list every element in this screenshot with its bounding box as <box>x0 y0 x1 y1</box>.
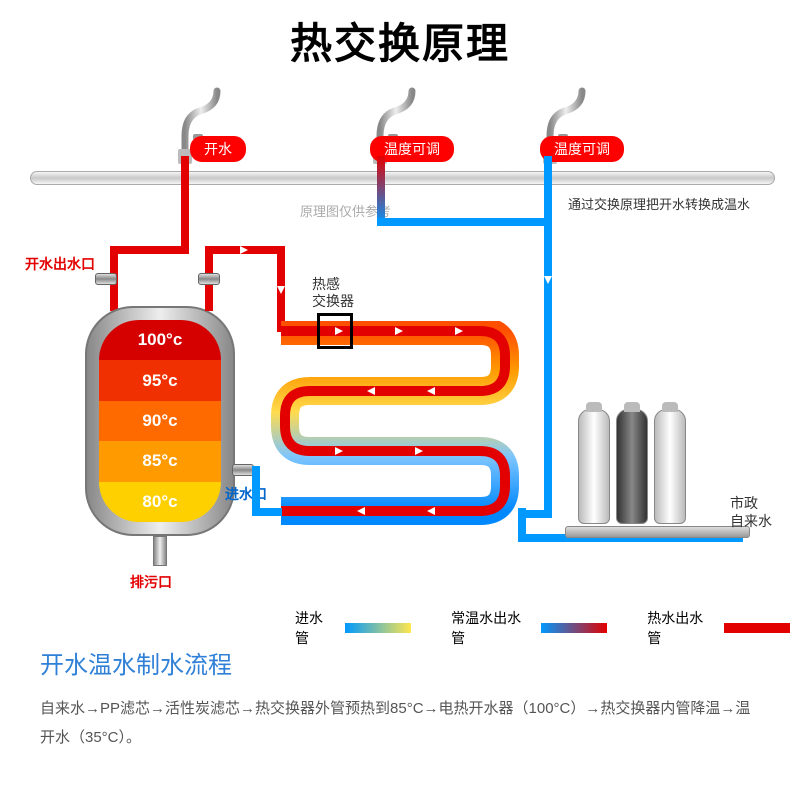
tank-outlet-nozzle <box>95 273 117 285</box>
process-text: 自来水→PP滤芯→活性炭滤芯→热交换器外管预热到85°C→电热开水器（100°C… <box>40 695 760 752</box>
filter-1 <box>578 409 610 524</box>
tank-top-nozzle <box>198 273 220 285</box>
legend: 进水管 常温水出水管 热水出水管 <box>295 608 790 648</box>
legend-label-1: 进水管 <box>295 608 335 648</box>
warm-pipe-v3 <box>544 218 552 518</box>
water-tank: 100°c95°c90°c85°c80°c <box>85 306 235 576</box>
hot-pipe-h1 <box>110 246 189 254</box>
supply-pipe-v1 <box>518 508 526 538</box>
exchanger-label: 热感 交换器 <box>312 276 354 310</box>
hot-pipe-v1 <box>181 156 189 254</box>
warm-pipe-v2 <box>544 156 552 226</box>
legend-item-2: 常温水出水管 <box>451 608 607 648</box>
process-title: 开水温水制水流程 <box>40 645 232 680</box>
tank-inlet-nozzle <box>232 464 254 476</box>
legend-label-2: 常温水出水管 <box>451 608 531 648</box>
explain-text: 通过交换原理把开水转换成温水 <box>568 194 750 213</box>
counter-bar <box>30 171 775 185</box>
temp-band: 95°c <box>99 360 221 400</box>
legend-label-3: 热水出水管 <box>647 608 713 648</box>
filter-3 <box>654 409 686 524</box>
legend-item-1: 进水管 <box>295 608 411 648</box>
filter-2 <box>616 409 648 524</box>
temp-band: 80°c <box>99 482 221 522</box>
tank-drain <box>153 536 167 566</box>
tap-water-label: 市政 自来水 <box>730 494 772 530</box>
warm-pipe-h1 <box>377 218 552 226</box>
legend-item-3: 热水出水管 <box>647 608 790 648</box>
temp-band: 100°c <box>99 320 221 360</box>
temp-band: 90°c <box>99 401 221 441</box>
cold-pipe-v1 <box>252 466 260 514</box>
filter-base <box>565 526 750 538</box>
warm-pipe-v1 <box>377 156 385 226</box>
drain-label: 排污口 <box>130 572 172 592</box>
outlet-label: 开水出水口 <box>25 254 95 274</box>
exchanger-marker <box>317 313 353 349</box>
temp-band: 85°c <box>99 441 221 481</box>
diagram-area: 开水 温度可调 温度可调 通过交换原理把开水转换成温水 原理图仅供参考 开水出水… <box>10 76 790 616</box>
inlet-label: 进水口 <box>225 484 267 504</box>
legend-bar-1 <box>345 623 411 633</box>
legend-bar-2 <box>541 623 607 633</box>
heat-exchanger <box>265 321 525 541</box>
main-title: 热交换原理 <box>0 0 800 71</box>
filter-unit <box>578 409 686 524</box>
faucet-label-1: 开水 <box>190 136 246 162</box>
legend-bar-3 <box>724 623 790 633</box>
faucet-label-3: 温度可调 <box>540 136 624 162</box>
